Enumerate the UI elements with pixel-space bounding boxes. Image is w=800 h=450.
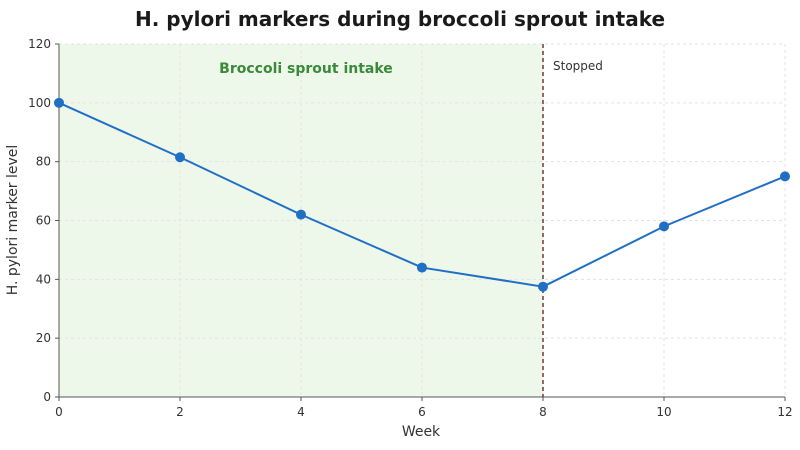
chart-title: H. pylori markers during broccoli sprout…	[135, 7, 665, 31]
data-point	[659, 221, 669, 232]
y-tick-label: 80	[36, 155, 51, 169]
vertical-marker-label: Stopped	[553, 59, 603, 73]
data-point	[417, 262, 427, 273]
x-tick-label: 8	[539, 405, 547, 419]
data-point	[296, 209, 306, 220]
data-point	[54, 97, 64, 108]
y-tick-label: 20	[36, 331, 51, 345]
x-tick-label: 0	[55, 405, 63, 419]
shaded-region-label: Broccoli sprout intake	[219, 61, 393, 77]
x-tick-label: 10	[656, 405, 671, 419]
y-axis-label: H. pylori marker level	[5, 145, 21, 296]
x-tick-label: 6	[418, 405, 426, 419]
y-tick-label: 120	[28, 37, 51, 51]
x-tick-label: 2	[176, 405, 184, 419]
x-tick-label: 12	[777, 405, 792, 419]
y-tick-label: 100	[28, 96, 51, 110]
x-axis-label: Week	[402, 424, 441, 440]
y-tick-label: 40	[36, 272, 51, 286]
series	[54, 97, 790, 292]
data-point	[538, 281, 548, 292]
tick-labels: 0 20 40 60 80 100 120 0 2 4 6 8 10 12	[28, 37, 793, 419]
x-tick-label: 4	[297, 405, 305, 419]
data-point	[780, 171, 790, 182]
y-tick-label: 60	[36, 214, 51, 228]
y-tick-label: 0	[43, 390, 51, 404]
data-point	[175, 152, 185, 163]
